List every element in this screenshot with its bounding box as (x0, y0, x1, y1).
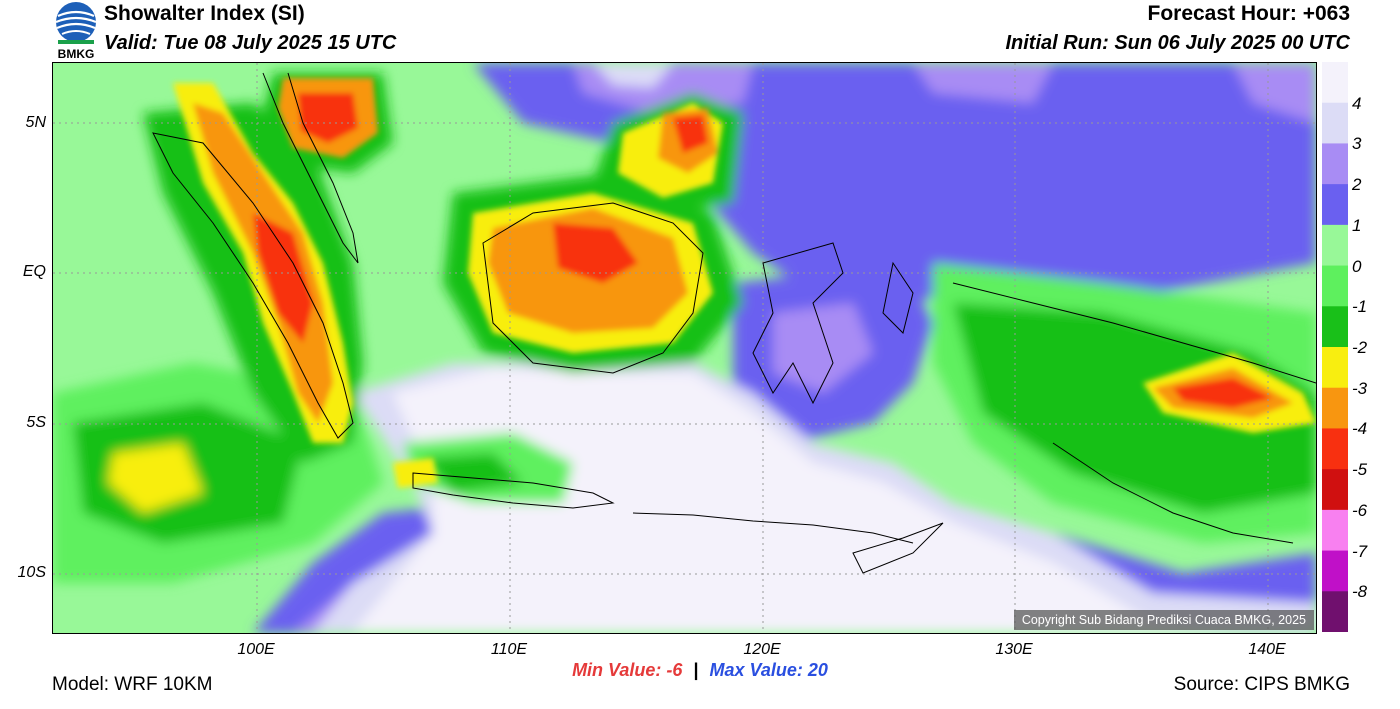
lat-label-eq: EQ (22, 263, 46, 280)
legend-label: 1 (1352, 215, 1362, 235)
forecast-hour: Forecast Hour: +063 (1147, 2, 1351, 25)
legend-label: -1 (1352, 297, 1368, 317)
legend-swatch (1322, 469, 1348, 511)
lat-label-5s: 5S (26, 414, 46, 431)
color-legend (1322, 62, 1348, 633)
lat-label-10s: 10S (17, 564, 46, 581)
legend-label: -3 (1352, 378, 1368, 398)
model-label: Model: WRF 10KM (52, 674, 213, 695)
max-value: 20 (807, 660, 828, 680)
lat-label-5n: 5N (25, 114, 46, 131)
legend-swatch (1322, 102, 1348, 144)
legend-swatch (1322, 62, 1348, 104)
logo-text: BMKG (58, 47, 95, 60)
legend-label: -2 (1352, 338, 1368, 357)
legend-swatch (1322, 591, 1348, 633)
legend-label: 0 (1352, 256, 1362, 276)
source-label: Source: CIPS BMKG (1173, 674, 1350, 695)
min-max-values: Min Value: -6 | Max Value: 20 (0, 660, 1400, 681)
legend-label: -7 (1352, 541, 1368, 561)
lon-label-110e: 110E (490, 641, 528, 658)
legend-label: -4 (1352, 419, 1368, 439)
legend-label: -5 (1352, 460, 1368, 480)
chart-title: Showalter Index (SI) (104, 2, 305, 25)
legend-swatch (1322, 509, 1348, 552)
legend-swatch (1322, 265, 1348, 307)
lon-label-120e: 120E (743, 641, 781, 658)
legend-swatch (1322, 306, 1348, 348)
legend-swatch (1322, 184, 1348, 226)
map-canvas (53, 63, 1316, 633)
legend-label: -8 (1352, 582, 1368, 602)
legend-swatch (1322, 224, 1348, 267)
legend-label: 4 (1352, 93, 1362, 113)
initial-run: Initial Run: Sun 06 July 2025 00 UTC (1005, 32, 1350, 54)
max-label: Max Value: (709, 660, 803, 680)
legend-label: 3 (1352, 134, 1362, 154)
min-value: -6 (666, 660, 683, 680)
valid-time: Valid: Tue 08 July 2025 15 UTC (104, 32, 397, 54)
lon-label-130e: 130E (995, 641, 1033, 658)
legend-label: 2 (1352, 175, 1362, 195)
minmax-separator: | (693, 660, 699, 680)
legend-swatch (1322, 143, 1348, 185)
lon-label-100e: 100E (237, 641, 275, 658)
legend-swatch (1322, 347, 1348, 389)
legend-swatch (1322, 428, 1348, 470)
bmkg-logo: BMKG (52, 0, 100, 61)
legend-swatch (1322, 387, 1348, 429)
copyright-note: Copyright Sub Bidang Prediksi Cuaca BMKG… (1013, 610, 1314, 630)
legend-swatch (1322, 550, 1348, 592)
legend-label: -6 (1352, 500, 1368, 520)
map-panel (52, 62, 1317, 634)
lon-label-140e: 140E (1248, 641, 1286, 658)
min-label: Min Value: (572, 660, 662, 680)
